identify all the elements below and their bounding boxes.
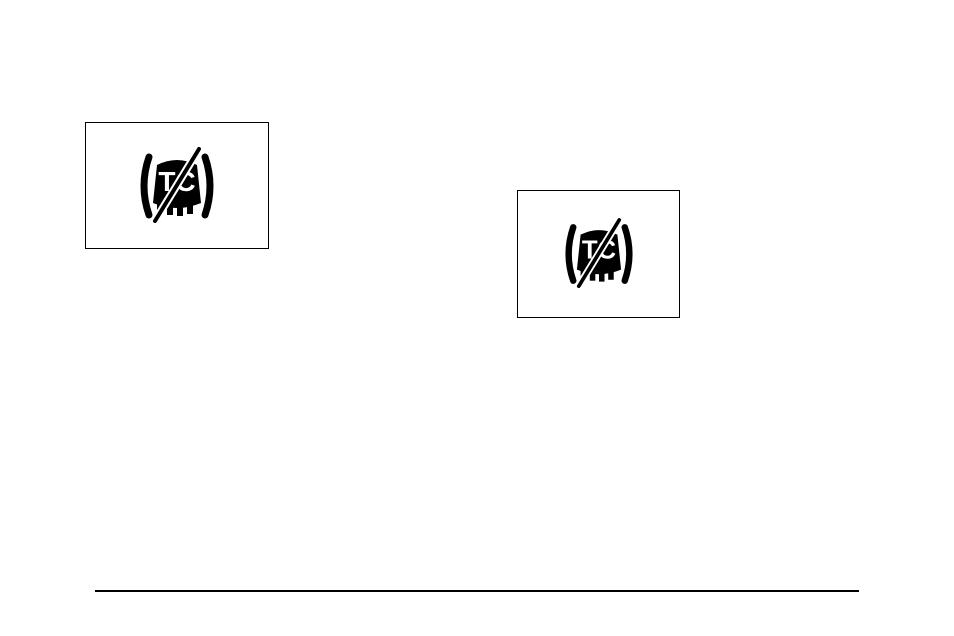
page: TC TC [0,0,954,636]
footer-rule [95,590,859,592]
traction-control-off-panel-right: TC [517,190,680,318]
traction-control-off-panel-left: TC [85,122,269,249]
traction-control-off-icon: TC [553,213,645,295]
traction-control-off-icon: TC [127,143,227,229]
